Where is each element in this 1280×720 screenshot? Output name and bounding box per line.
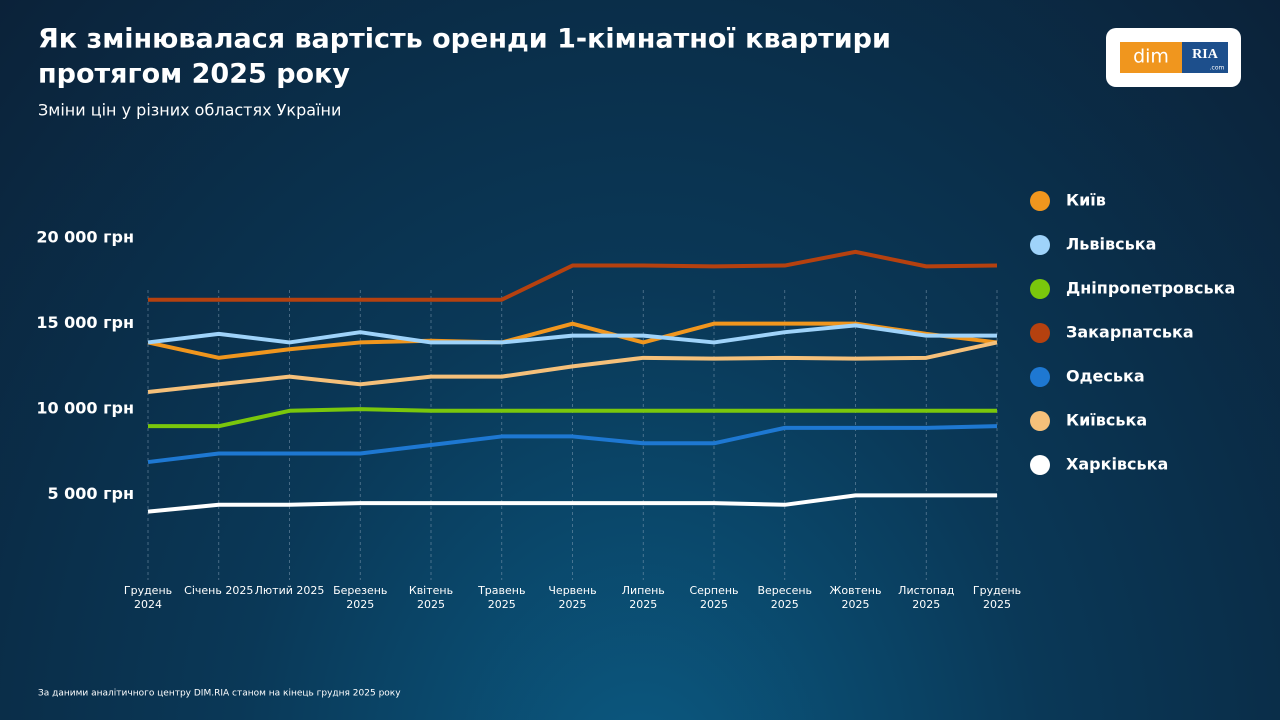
- x-tick-label: Серпень 2025: [689, 584, 739, 611]
- x-tick-label: Листопад 2025: [898, 584, 955, 611]
- series-line: [147, 323, 997, 345]
- series-line: [147, 340, 998, 394]
- chart-subtitle: Зміни цін у різних областях України: [38, 101, 341, 120]
- legend-label: Дніпропетровська: [1066, 279, 1235, 298]
- x-tick-label: Січень 2025: [184, 584, 254, 597]
- legend-label: Київ: [1066, 191, 1106, 210]
- logo-dim-box: [1120, 42, 1182, 73]
- legend-swatch: [1030, 411, 1050, 431]
- x-tick-label: Грудень 2025: [972, 584, 1022, 611]
- series-line: [148, 249, 998, 302]
- legend-label: Київська: [1066, 411, 1147, 430]
- x-tick-label: Березень 2025: [333, 584, 388, 611]
- series-line: [147, 424, 998, 465]
- x-tick-label: Грудень 2024: [123, 584, 173, 611]
- legend-label: Одеська: [1066, 367, 1145, 386]
- y-tick-label: 10 000 грн: [36, 399, 134, 418]
- legend-label: Закарпатська: [1066, 323, 1194, 342]
- x-tick-label: Вересень 2025: [757, 584, 813, 611]
- x-tick-label: Червень 2025: [548, 584, 597, 611]
- chart-title: протягом 2025 року: [38, 59, 350, 90]
- legend-label: Харківська: [1066, 455, 1168, 474]
- logo-dim: dim: [1133, 46, 1169, 68]
- legend-swatch: [1030, 455, 1050, 475]
- logo-com: .com: [1210, 65, 1225, 72]
- x-tick-label: Травень 2025: [478, 584, 526, 611]
- logo: dim RIA .com: [1106, 28, 1241, 87]
- logo-ria-box: [1182, 42, 1228, 73]
- legend-label: Львівська: [1066, 235, 1156, 254]
- logo-ria: RIA: [1192, 47, 1219, 62]
- x-tick-label: Квітень 2025: [408, 584, 454, 611]
- series-line: [148, 407, 997, 429]
- series-line: [147, 493, 997, 514]
- x-tick-label: Липень 2025: [621, 584, 665, 611]
- chart-title: Як змінювалася вартість оренди 1-кімнатн…: [38, 24, 891, 55]
- y-tick-label: 15 000 грн: [36, 313, 134, 332]
- legend-swatch: [1030, 367, 1050, 387]
- source-note: За даними аналітичного центру DIM.RIA ст…: [38, 689, 401, 699]
- legend-swatch: [1030, 323, 1050, 343]
- legend-swatch: [1030, 235, 1050, 255]
- y-tick-label: 20 000 грн: [36, 228, 134, 247]
- legend-swatch: [1030, 279, 1050, 299]
- x-tick-label: Жовтень 2025: [829, 584, 882, 611]
- x-tick-label: Лютий 2025: [254, 584, 325, 597]
- y-tick-label: 5 000 грн: [47, 484, 134, 503]
- legend-swatch: [1030, 191, 1050, 211]
